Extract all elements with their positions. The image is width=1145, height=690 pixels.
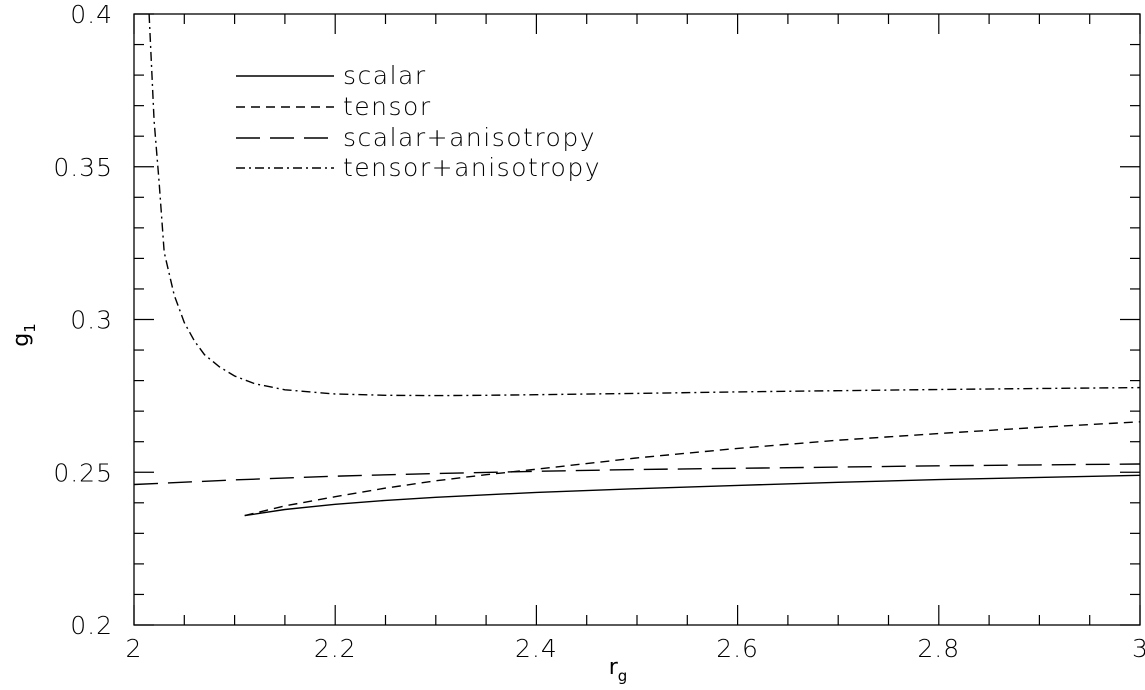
legend-label: tensor: [343, 92, 432, 121]
y-tick-label: 0.3: [70, 306, 113, 335]
series-lines: [133, 13, 1141, 517]
x-axis-label-subscript: g: [618, 667, 628, 685]
x-tick-label: 2.8: [917, 634, 960, 663]
x-tick-label: 2.2: [314, 634, 357, 663]
x-tick-label: 3: [1132, 634, 1145, 663]
x-axis-label: rg: [609, 655, 628, 685]
y-axis-label: g1: [9, 323, 39, 347]
x-axis-label-main: r: [609, 655, 619, 680]
legend: scalartensorscalar+anisotropytensor+anis…: [236, 61, 601, 182]
y-tick-label: 0.2: [70, 611, 113, 640]
x-tick-label: 2: [126, 634, 143, 663]
axis-ticks: [133, 13, 1141, 626]
plot-frame: [133, 13, 1141, 626]
legend-label: tensor+anisotropy: [343, 153, 601, 182]
series-line-tensor-anisotropy: [148, 13, 1141, 397]
plot-border: [133, 13, 1141, 626]
y-tick-label: 0.4: [70, 0, 113, 29]
x-tick-label: 2.6: [716, 634, 759, 663]
y-axis-label-subscript: 1: [21, 323, 39, 333]
x-tick-label: 2.4: [515, 634, 558, 663]
y-tick-label: 0.35: [53, 153, 113, 182]
y-axis-label-main: g: [9, 333, 34, 347]
series-line-scalar: [244, 474, 1141, 517]
series-line-scalar-anisotropy: [133, 463, 1141, 486]
legend-label: scalar: [343, 61, 427, 90]
legend-label: scalar+anisotropy: [343, 123, 596, 152]
series-line-tensor: [244, 421, 1141, 517]
y-tick-label: 0.25: [53, 458, 113, 487]
tick-labels: 2 2.2 2.4 2.6 2.8 3 0.2 0.25 0.3 0.35 0.4: [53, 0, 1145, 663]
